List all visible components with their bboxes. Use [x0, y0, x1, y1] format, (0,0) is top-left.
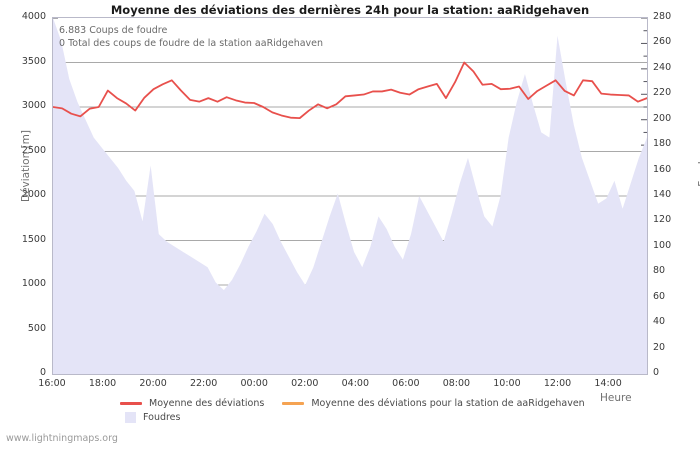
legend-label-foudres: Foudres [143, 411, 181, 423]
series-area-foudres [53, 18, 647, 374]
series-line-deviation [53, 61, 647, 120]
x-axis-tick-2200: 22:00 [189, 378, 218, 389]
y-axis-left-tick-0: 0 [39, 367, 46, 378]
y-axis-left-tick-3500: 3500 [21, 55, 46, 67]
chart-legend: Moyenne des déviations Moyenne des dévia… [120, 396, 680, 424]
page-title: Moyenne des déviations des dernières 24h… [110, 3, 590, 17]
legend-label-deviation: Moyenne des déviations [149, 397, 265, 409]
legend-line-swatch-deviation [120, 401, 142, 405]
y-axis-right-tick-200: 200 [653, 112, 672, 124]
x-axis-tick-0200: 02:00 [291, 378, 319, 389]
chart-canvas [53, 18, 647, 374]
x-axis-tick-1800: 18:00 [88, 378, 117, 389]
y-axis-right-tick-220: 220 [653, 87, 672, 99]
x-axis-tick-0000: 00:00 [240, 378, 268, 389]
x-axis-tick-1200: 12:00 [543, 378, 572, 389]
x-axis-tick-0800: 08:00 [442, 378, 471, 389]
x-axis-tick-0400: 04:00 [341, 378, 369, 389]
y-axis-right-tick-100: 100 [653, 239, 672, 251]
y-axis-left-tick-500: 500 [27, 322, 46, 334]
y-axis-right-tick-180: 180 [653, 138, 672, 150]
x-axis-tick-2000: 20:00 [139, 378, 167, 389]
y-axis-right-tick-280: 280 [653, 11, 672, 22]
y-axis-left-tick-3000: 3000 [21, 100, 46, 111]
x-axis-tick-1400: 14:00 [594, 378, 622, 389]
y-axis-right-tick-140: 140 [653, 189, 672, 200]
y-axis-right-tick-40: 40 [653, 316, 666, 328]
y-axis-left-tick-1000: 1000 [21, 278, 46, 289]
y-axis-right-tick-120: 120 [653, 214, 672, 226]
x-axis-tick-1000: 10:00 [493, 378, 521, 389]
legend-label-deviation-station: Moyenne des déviations pour la station d… [311, 397, 585, 409]
y-axis-right-tick-260: 260 [653, 36, 672, 48]
y-axis-left-tick-1500: 1500 [21, 233, 46, 245]
x-axis-tick-0600: 06:00 [392, 378, 420, 389]
legend-item-foudres[interactable]: Foudres [120, 411, 181, 423]
x-axis-title: Heure [600, 392, 632, 404]
x-axis-tick-1600: 16:00 [38, 378, 66, 389]
legend-row-1: Moyenne des déviations Moyenne des dévia… [120, 396, 680, 410]
y-axis-right-tick-80: 80 [653, 265, 666, 277]
y-axis-right-tick-60: 60 [653, 290, 666, 302]
legend-item-deviation-station[interactable]: Moyenne des déviations pour la station d… [282, 397, 585, 409]
y-axis-right-tick-20: 20 [653, 341, 666, 353]
y-axis-left-tick-2500: 2500 [21, 144, 46, 156]
y-axis-left-tick-4000: 4000 [21, 11, 46, 22]
legend-box-swatch-foudres [125, 411, 136, 423]
y-axis-right-tick-0: 0 [653, 367, 660, 378]
plot-area: 6.883 Coups de foudre 0 Total des coups … [52, 17, 648, 375]
legend-row-2: Foudres [120, 410, 680, 424]
footer-url: www.lightningmaps.org [6, 433, 118, 444]
y-axis-left-tick-2000: 2000 [21, 189, 46, 200]
legend-line-swatch-deviation-station [282, 401, 305, 405]
legend-item-deviation[interactable]: Moyenne des déviations [120, 398, 264, 409]
y-axis-right-tick-240: 240 [653, 61, 672, 73]
y-axis-right-tick-160: 160 [653, 163, 672, 175]
y-axis-left-title: Déviation [m] [20, 130, 32, 202]
